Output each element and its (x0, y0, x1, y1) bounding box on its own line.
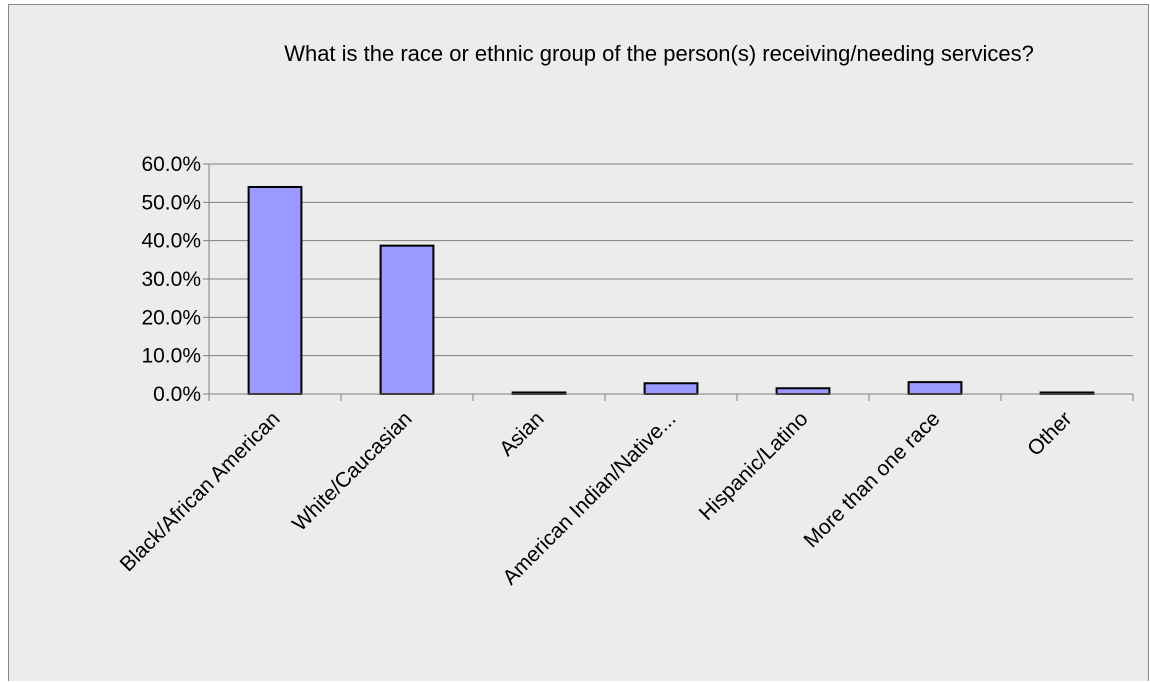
x-tick-label: More than one race (800, 407, 945, 552)
x-tick-label: White/Caucasian (288, 407, 417, 536)
y-tick-label: 0.0% (153, 383, 201, 406)
chart-area: What is the race or ethnic group of the … (8, 4, 1149, 681)
y-tick-label: 60.0% (141, 153, 201, 176)
x-tick-label: Asian (495, 407, 548, 460)
x-tick-label: Hispanic/Latino (695, 407, 813, 525)
chart-title: What is the race or ethnic group of the … (284, 41, 1034, 66)
x-tick-label: Black/African American (116, 407, 285, 576)
y-tick-label: 20.0% (141, 306, 201, 329)
y-tick-label: 40.0% (141, 230, 201, 253)
x-tick-label: Other (1023, 407, 1076, 460)
bar (643, 382, 699, 395)
bar (775, 387, 831, 395)
y-tick-label: 30.0% (141, 268, 201, 291)
y-tick-label: 10.0% (141, 345, 201, 368)
bar (379, 244, 435, 395)
bar (907, 381, 963, 396)
bar (247, 186, 303, 395)
y-tick-label: 50.0% (141, 191, 201, 214)
bar-chart: 0.0% 10.0% 20.0% 30.0% 40.0% 50.0% 60.0% Black/… (116, 153, 1134, 589)
